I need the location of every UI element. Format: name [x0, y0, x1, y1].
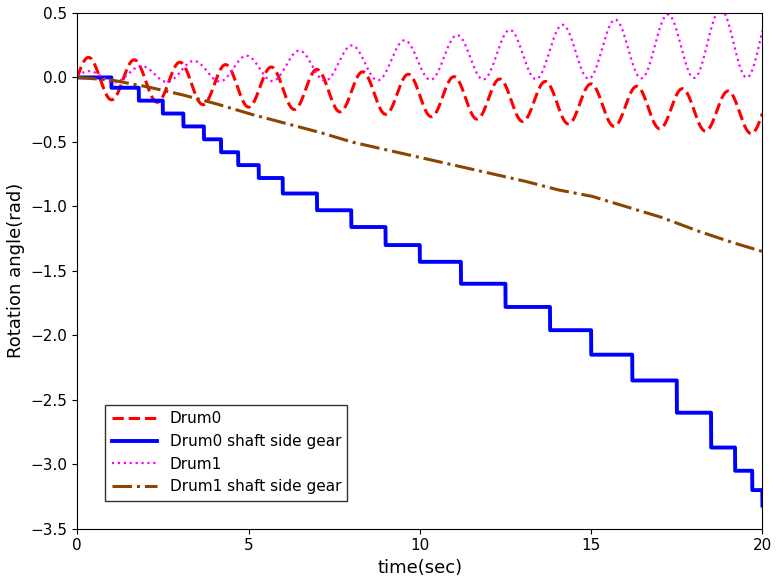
Drum1 shaft side gear — [703, 231, 712, 238]
Drum1 shaft side gear — [398, 150, 407, 157]
Drum0 — [703, 127, 712, 134]
Drum0 shaft side gear — [570, 326, 580, 333]
Drum0 — [84, 54, 93, 61]
Drum0 shaft side gear — [361, 224, 370, 231]
Drum1 shaft side gear — [570, 190, 580, 197]
Drum1 shaft side gear — [758, 248, 767, 255]
Drum0 — [746, 130, 756, 137]
Drum1 shaft side gear — [737, 242, 746, 249]
Drum1 — [716, 6, 725, 13]
Drum0 — [737, 114, 746, 121]
Legend: Drum0, Drum0 shaft side gear, Drum1, Drum1 shaft side gear: Drum0, Drum0 shaft side gear, Drum1, Dru… — [105, 405, 347, 500]
Drum1 — [361, 60, 370, 67]
Drum1 — [366, 71, 375, 78]
Drum0 — [570, 112, 580, 119]
Drum1 — [398, 37, 407, 44]
Drum1 — [703, 40, 712, 47]
Drum0 shaft side gear — [758, 502, 767, 509]
Drum1 shaft side gear — [361, 141, 370, 148]
Line: Drum1: Drum1 — [77, 9, 763, 82]
Drum1 — [758, 27, 767, 34]
Y-axis label: Rotation angle(rad): Rotation angle(rad) — [7, 183, 25, 359]
Drum1 — [110, 79, 119, 86]
X-axis label: time(sec): time(sec) — [377, 559, 463, 577]
Line: Drum1 shaft side gear: Drum1 shaft side gear — [77, 78, 763, 252]
Drum1 — [737, 68, 746, 75]
Drum0 shaft side gear — [703, 409, 712, 416]
Drum0 shaft side gear — [72, 74, 82, 81]
Drum1 — [72, 72, 82, 79]
Drum0 shaft side gear — [366, 224, 375, 231]
Line: Drum0 shaft side gear: Drum0 shaft side gear — [77, 78, 763, 506]
Drum0 — [398, 76, 407, 83]
Drum0 — [72, 74, 82, 81]
Drum0 shaft side gear — [398, 242, 407, 249]
Drum1 shaft side gear — [72, 74, 82, 81]
Drum0 — [361, 69, 370, 77]
Drum0 shaft side gear — [737, 467, 746, 474]
Drum1 — [570, 47, 580, 54]
Drum0 — [366, 80, 375, 87]
Drum1 shaft side gear — [366, 142, 375, 150]
Drum0 — [758, 110, 767, 117]
Line: Drum0: Drum0 — [77, 57, 763, 134]
